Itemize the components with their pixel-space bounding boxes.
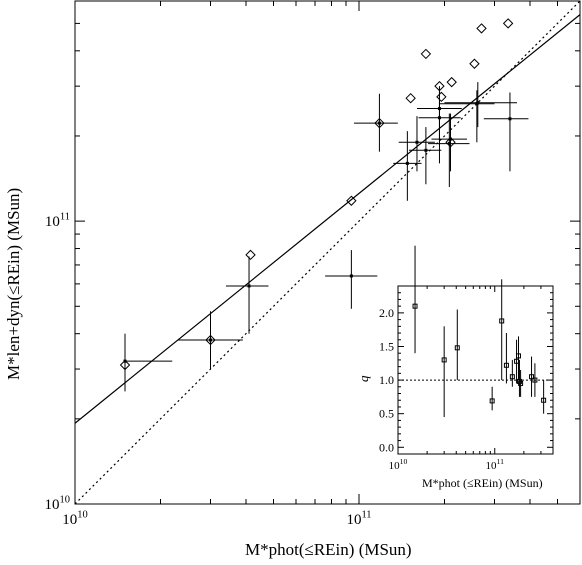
main-y-axis-label: M*len+dyn(≤REin) (MSun)	[4, 187, 23, 380]
data-point	[508, 117, 512, 121]
inset-point	[412, 303, 418, 309]
diamond-marker	[502, 18, 514, 29]
main-error-bars	[124, 82, 529, 392]
data-point	[437, 107, 441, 111]
inset-x-tick-label: 1011	[486, 457, 505, 472]
inset-point	[441, 357, 447, 363]
data-point	[123, 359, 127, 363]
inset-tick-labels: 1010 1011 0.0 0.5 1.0 1.5 2.0	[379, 306, 504, 472]
diamond-marker	[205, 334, 216, 346]
diamond-marker	[405, 92, 416, 104]
data-point	[405, 161, 409, 165]
data-point	[209, 338, 213, 342]
data-point	[476, 101, 480, 105]
main-plot-frame	[74, 0, 581, 505]
data-point	[377, 121, 381, 125]
inset-point	[499, 318, 505, 324]
inset-point	[529, 374, 535, 380]
inset-y-tick-label: 1.5	[379, 339, 394, 353]
data-point	[449, 137, 453, 141]
diamond-marker	[434, 80, 445, 92]
inset-point	[503, 362, 509, 368]
inset-x-axis-label: M*phot (≤REin) (MSun)	[422, 476, 543, 490]
inset-axis-ticks	[397, 286, 554, 454]
inset-y-tick-label: 2.0	[379, 306, 394, 320]
inset-point	[509, 374, 515, 380]
inset-data-points	[412, 303, 547, 404]
inset-point	[518, 380, 524, 386]
data-point	[349, 274, 353, 278]
diamond-marker	[119, 359, 131, 371]
diamond-marker	[374, 117, 385, 129]
diamond-marker	[469, 58, 480, 69]
diamond-marker	[245, 249, 256, 261]
main-y-tick-label: 1010	[45, 494, 71, 513]
inset-point	[454, 345, 460, 351]
inset-y-tick-label: 0.5	[379, 407, 394, 421]
inset-y-axis-label: q	[356, 375, 371, 383]
main-y-tick-label: 1011	[45, 211, 70, 230]
main-diamond-markers	[119, 18, 514, 371]
diamond-marker	[420, 48, 432, 60]
diamond-marker	[346, 195, 357, 206]
inset-y-tick-label: 1.0	[379, 373, 394, 387]
data-point	[447, 142, 451, 146]
main-x-axis-label: M*phot(≤REin) (MSun)	[245, 540, 412, 559]
data-point	[415, 140, 419, 144]
diamond-marker	[436, 91, 447, 103]
data-point	[424, 148, 428, 152]
inset-background	[397, 285, 554, 455]
main-axis-ticks	[74, 0, 581, 505]
inset-point	[516, 353, 522, 359]
main-tick-labels: 1010 1011 1010 1011	[45, 211, 372, 528]
inset-x-tick-label: 1010	[389, 457, 408, 472]
one-to-one-line	[74, 0, 581, 505]
inset-point	[514, 358, 520, 364]
data-point	[437, 116, 441, 120]
inset-chart: 1010 1011 0.0 0.5 1.0 1.5 2.0	[379, 245, 554, 472]
inset-point	[541, 397, 547, 403]
inset-y-tick-label: 0.0	[379, 440, 394, 454]
diamond-marker	[445, 137, 456, 148]
main-x-tick-label: 1011	[346, 509, 371, 528]
main-chart: 1010 1011 1010 1011	[45, 0, 581, 528]
inset-point	[489, 398, 495, 404]
main-reference-lines	[74, 0, 581, 505]
best-fit-line	[74, 14, 581, 424]
main-x-tick-label: 1010	[62, 509, 88, 528]
inset-point	[532, 377, 538, 383]
main-data-points	[123, 101, 512, 363]
diamond-marker	[476, 23, 487, 34]
data-point	[247, 284, 251, 288]
diamond-marker	[446, 76, 457, 88]
